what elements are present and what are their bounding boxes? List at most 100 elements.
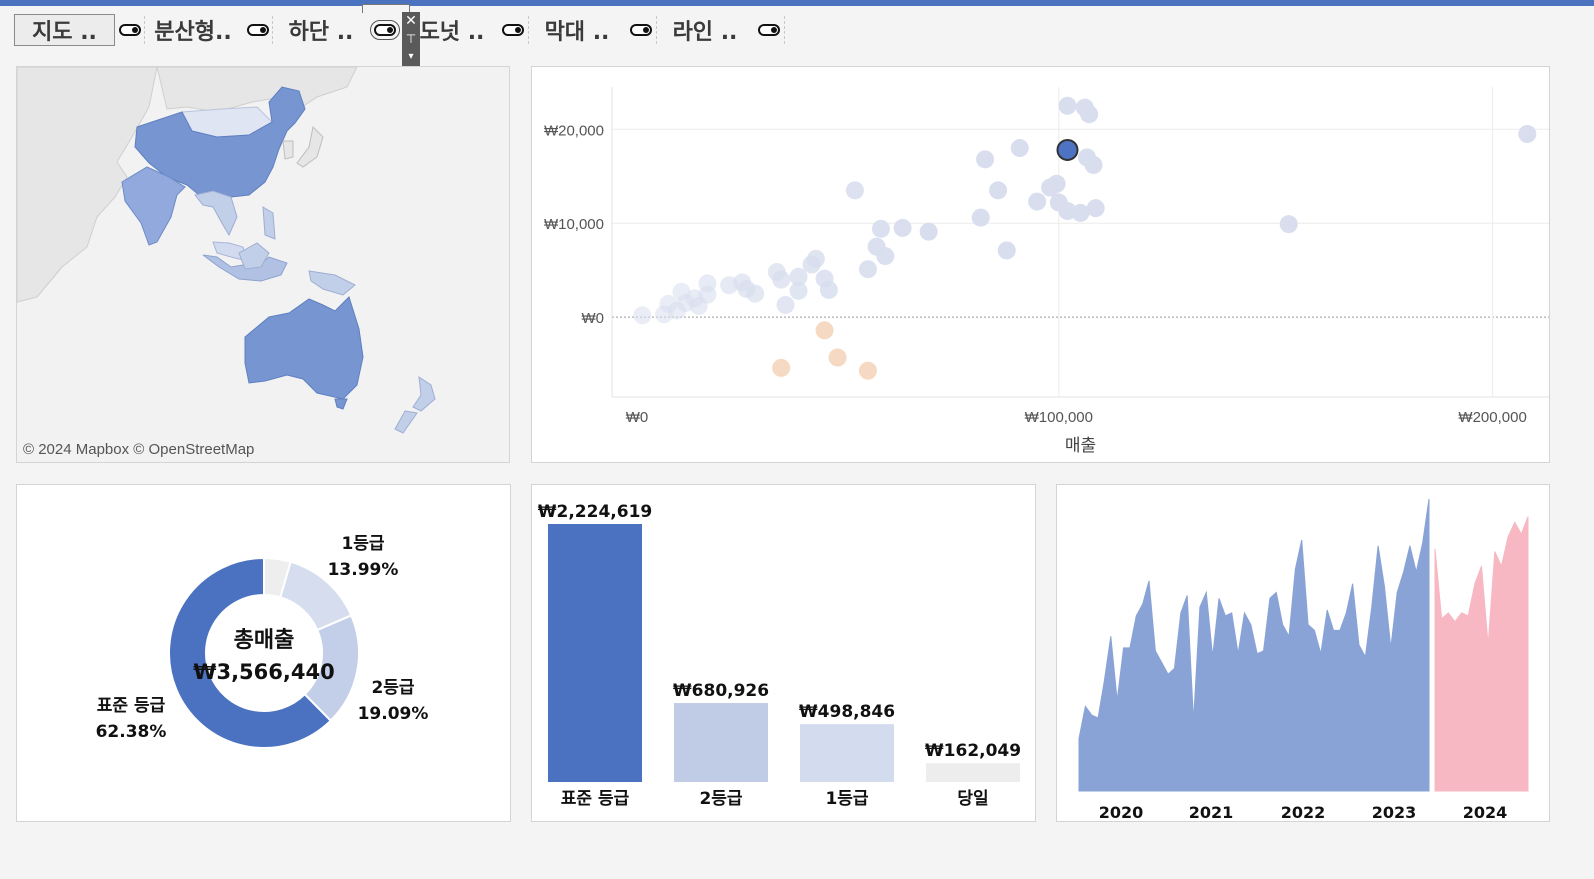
map-region-china bbox=[134, 86, 306, 198]
donut-label-name: 표준 등급 bbox=[97, 696, 166, 716]
scatter-point bbox=[1058, 96, 1077, 115]
scatter-point bbox=[989, 181, 1008, 200]
scatter-point bbox=[1080, 105, 1099, 124]
map-region-southeast-asia bbox=[194, 190, 238, 237]
map-panel[interactable]: © 2024 Mapbox © OpenStreetMap bbox=[16, 66, 510, 463]
bar-category-label: 당일 bbox=[957, 789, 988, 809]
scatter-point bbox=[1279, 215, 1298, 234]
x-tick-label: 2022 bbox=[1281, 803, 1326, 822]
toggle-line-icon[interactable] bbox=[758, 24, 780, 36]
scatter-point bbox=[1078, 148, 1097, 167]
divider bbox=[528, 16, 529, 44]
donut-panel: 총매출 ₩3,566,440 1등급 13.99% 2등급 19.09% 표준 등급 62.3… bbox=[16, 484, 511, 822]
toolbar-button-bar[interactable]: 막대 .. bbox=[544, 20, 610, 45]
area-series bbox=[1078, 498, 1430, 792]
map-region-japan bbox=[296, 125, 324, 168]
x-tick-label: 2023 bbox=[1372, 803, 1417, 822]
bar-value-label: ₩2,224,619 bbox=[538, 502, 652, 522]
scatter-point bbox=[871, 219, 890, 238]
scatter-point bbox=[802, 255, 821, 274]
scatter-point bbox=[1071, 203, 1090, 222]
scatter-point bbox=[919, 222, 938, 241]
close-icon[interactable]: ✕ bbox=[405, 13, 417, 29]
bar bbox=[548, 524, 642, 782]
toolbar-button-line[interactable]: 라인 .. bbox=[672, 20, 738, 45]
scatter-point bbox=[893, 218, 912, 237]
toolbar-button-scatter[interactable]: 분산형.. bbox=[154, 20, 232, 45]
bar bbox=[926, 763, 1020, 782]
scatter-point bbox=[1028, 192, 1047, 211]
donut-chart[interactable]: 총매출 ₩3,566,440 1등급 13.99% 2등급 19.09% 표준 등급 62.3… bbox=[17, 485, 511, 822]
donut-center-title: 총매출 bbox=[234, 628, 295, 653]
scatter-point bbox=[1086, 199, 1105, 218]
scatter-point bbox=[1518, 124, 1537, 143]
x-tick-label: 2021 bbox=[1189, 803, 1234, 822]
toolbar-button-bottom[interactable]: 하단 .. bbox=[288, 20, 354, 45]
bar-value-label: ₩498,846 bbox=[799, 702, 895, 722]
map-region-korea bbox=[282, 140, 294, 160]
donut-center-value: ₩3,566,440 bbox=[193, 660, 334, 684]
toggle-map-icon[interactable] bbox=[119, 24, 141, 36]
scatter-point bbox=[828, 348, 847, 367]
area-series bbox=[1434, 516, 1529, 792]
scatter-point bbox=[655, 305, 674, 324]
map-region-new-zealand bbox=[412, 375, 436, 412]
donut-label-name: 2등급 bbox=[371, 678, 414, 698]
y-tick-label: ₩20,000 bbox=[544, 122, 604, 139]
bar bbox=[800, 724, 894, 782]
toggle-bar-icon[interactable] bbox=[630, 24, 652, 36]
x-tick-label: ₩0 bbox=[626, 409, 649, 426]
x-tick-label: ₩200,000 bbox=[1458, 409, 1526, 426]
scatter-panel: ₩20,000 ₩10,000 ₩0 ₩0 ₩100,000 ₩200,000 매출 bbox=[531, 66, 1550, 463]
chevron-down-icon[interactable]: ▾ bbox=[408, 51, 414, 62]
top-accent-bar bbox=[0, 0, 1594, 6]
donut-label-percent: 19.09% bbox=[358, 704, 429, 724]
toggle-bottom-icon[interactable] bbox=[370, 20, 400, 40]
map-region-philippines bbox=[262, 206, 276, 240]
bar-panel: ₩2,224,619 표준 등급 ₩680,926 2등급 ₩498,846 1등급 ₩16… bbox=[531, 484, 1036, 822]
scatter-point bbox=[746, 284, 765, 303]
pin-icon[interactable]: ⊤ bbox=[405, 32, 417, 46]
divider bbox=[272, 16, 273, 44]
scatter-point bbox=[971, 208, 990, 227]
map-region-borneo bbox=[238, 242, 270, 270]
toolbar-button-donut[interactable]: 도넛 .. bbox=[419, 20, 485, 45]
bar-category-label: 2등급 bbox=[699, 789, 742, 809]
toolbar-button-map[interactable]: 지도 .. bbox=[14, 14, 115, 46]
y-tick-label: ₩10,000 bbox=[544, 216, 604, 233]
toggle-scatter-icon[interactable] bbox=[247, 24, 269, 36]
divider bbox=[656, 16, 657, 44]
scatter-point bbox=[689, 296, 708, 315]
x-tick-label: ₩100,000 bbox=[1025, 409, 1093, 426]
bar-chart[interactable]: ₩2,224,619 표준 등급 ₩680,926 2등급 ₩498,846 1등급 ₩16… bbox=[532, 485, 1036, 822]
object-popout-menu: ✕ ⊤ ▾ bbox=[402, 12, 420, 75]
area-chart[interactable]: 2020 2021 2022 2023 2024 bbox=[1057, 485, 1550, 822]
donut-label-percent: 13.99% bbox=[328, 560, 399, 580]
scatter-point bbox=[776, 295, 795, 314]
map-region-australia bbox=[244, 296, 364, 400]
map-attribution: © 2024 Mapbox © OpenStreetMap bbox=[23, 441, 255, 458]
scatter-point bbox=[976, 150, 995, 169]
map-region-tasmania bbox=[334, 398, 348, 410]
x-tick-label: 2020 bbox=[1099, 803, 1144, 822]
scatter-point bbox=[819, 280, 838, 299]
toggle-donut-icon[interactable] bbox=[502, 24, 524, 36]
scatter-point-highlighted bbox=[1056, 138, 1079, 161]
map-land-west bbox=[17, 67, 158, 303]
bar-category-label: 표준 등급 bbox=[561, 789, 630, 809]
bar-value-label: ₩680,926 bbox=[673, 681, 769, 701]
scatter-point bbox=[720, 276, 739, 295]
donut-label-name: 1등급 bbox=[341, 534, 384, 554]
scatter-point bbox=[1010, 139, 1029, 158]
bar bbox=[674, 703, 768, 782]
scatter-chart[interactable]: ₩20,000 ₩10,000 ₩0 ₩0 ₩100,000 ₩200,000 매출 bbox=[532, 67, 1550, 463]
x-axis-title: 매출 bbox=[1065, 436, 1096, 455]
divider bbox=[144, 16, 145, 44]
bar-value-label: ₩162,049 bbox=[925, 741, 1021, 761]
drag-handle[interactable] bbox=[362, 4, 410, 13]
scatter-point bbox=[1047, 174, 1066, 193]
scatter-point bbox=[876, 247, 895, 266]
scatter-point bbox=[997, 241, 1016, 260]
scatter-point bbox=[858, 361, 877, 380]
map-canvas[interactable] bbox=[17, 67, 510, 463]
